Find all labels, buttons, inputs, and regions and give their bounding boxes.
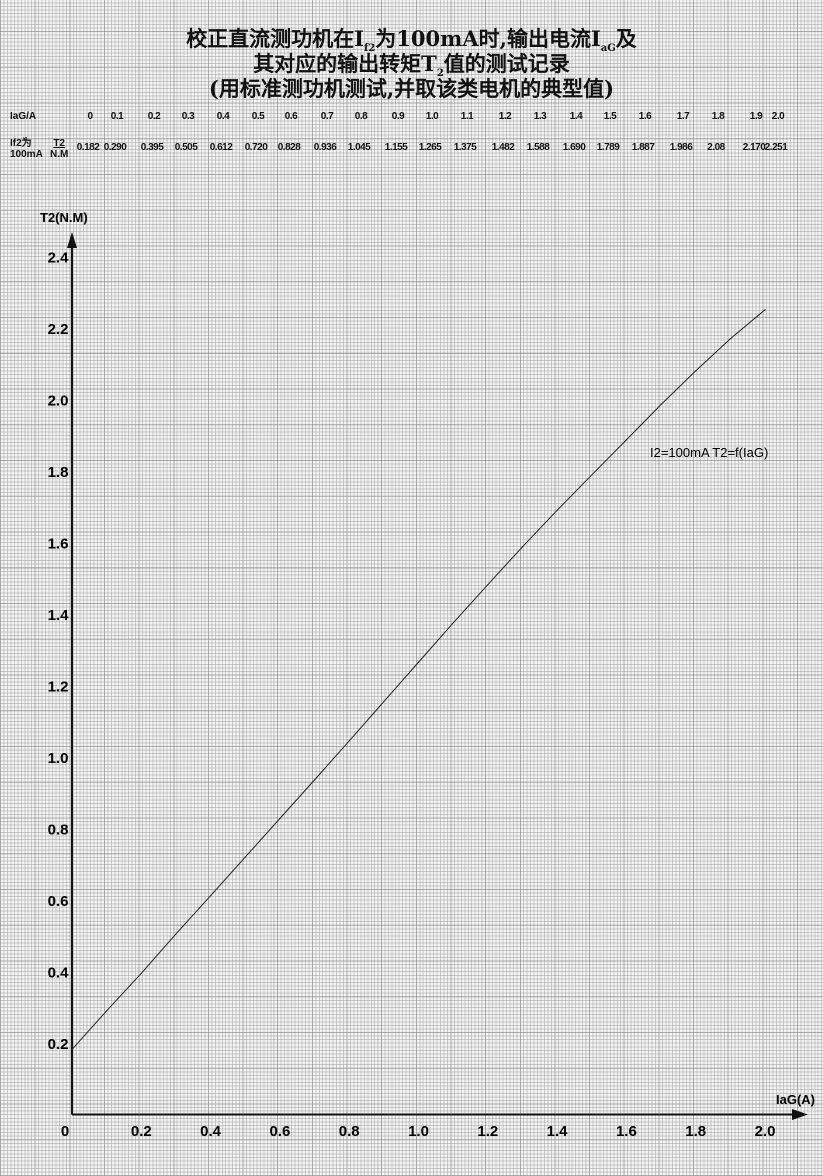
x-tick-label: 0 (61, 1123, 69, 1140)
x-tick-label: 1.0 (408, 1123, 429, 1140)
current-cell: 1.4 (569, 111, 583, 122)
torque-cell: 1.045 (347, 142, 371, 153)
x-tick-label: 1.4 (547, 1123, 569, 1140)
title-line-2: 其对应的输出转矩T2值的测试记录 (253, 51, 570, 80)
series-line (71, 309, 766, 1050)
torque-cell: 1.789 (596, 142, 620, 153)
torque-cell: 0.936 (313, 142, 337, 153)
data-point (348, 740, 350, 742)
torque-cell: 0.612 (209, 142, 233, 153)
data-point (729, 338, 731, 340)
y-axis-arrow (67, 232, 77, 248)
data-point (383, 700, 385, 703)
current-cell: 0 (87, 111, 93, 122)
data-point (695, 370, 697, 372)
current-cell: 1.6 (638, 111, 652, 122)
current-cell: 0.5 (251, 111, 265, 122)
x-tick-label: 0.2 (131, 1123, 152, 1140)
title-line-1: 校正直流测功机在If2为100mA时,输出电流IaG及 (186, 26, 637, 55)
x-tick-label: 2.0 (755, 1123, 776, 1140)
torque-cell: 1.155 (384, 142, 408, 153)
current-row-label: IaG/A (10, 111, 37, 122)
torque-cell: 1.375 (453, 142, 477, 153)
data-point (487, 584, 489, 586)
data-point (591, 474, 593, 476)
x-tick-label: 1.2 (477, 1123, 498, 1140)
torque-cell: 0.720 (244, 142, 268, 153)
current-cell: 0.7 (320, 111, 334, 122)
data-point (660, 403, 662, 406)
current-cell: 0.8 (354, 111, 368, 122)
data-point (764, 309, 766, 311)
data-point (210, 895, 212, 897)
y-tick-label: 1.0 (48, 750, 69, 767)
y-tick-label: 0.2 (48, 1036, 69, 1053)
torque-cell: 1.482 (491, 142, 515, 153)
y-tick-label: 1.4 (48, 607, 70, 624)
current-cell: 1.2 (498, 111, 512, 122)
torque-cell: 2.251 (764, 142, 788, 153)
y-tick-label: 1.2 (48, 679, 69, 696)
torque-cell: 0.395 (140, 142, 164, 153)
y-tick-label: 2.0 (48, 393, 69, 410)
y-tick-label: 0.4 (48, 965, 70, 982)
y-tick-label: 0.8 (48, 822, 69, 839)
torque-cell: 1.887 (631, 142, 655, 153)
y-tick-label: 1.8 (48, 464, 69, 481)
data-point (71, 1048, 73, 1051)
x-axis-arrow (792, 1109, 808, 1120)
current-cell: 1.0 (425, 111, 439, 122)
y-tick-label: 2.4 (48, 250, 70, 267)
curve-annotation: I2=100mA T2=f(IaG) (650, 445, 768, 460)
current-cell: 2.0 (771, 111, 785, 122)
x-tick-label: 1.8 (685, 1123, 706, 1140)
torque-cell: 1.690 (562, 142, 586, 153)
x-tick-label: 0.4 (200, 1123, 222, 1140)
torque-cell: 0.290 (103, 142, 127, 153)
data-point (556, 509, 558, 511)
torque-cell: 2.170 (742, 142, 766, 153)
torque-cell: 2.08 (707, 142, 725, 153)
current-cell: 0.6 (284, 111, 298, 122)
x-tick-label: 0.6 (269, 1123, 290, 1140)
y-axis-label: T2(N.M) (40, 210, 88, 225)
y-tick-label: 1.6 (48, 536, 69, 553)
data-point (452, 622, 454, 624)
torque-cell: 1.265 (418, 142, 442, 153)
data-point (313, 779, 316, 781)
title-line-3: (用标准测功机测试,并取该类电机的典型值) (208, 76, 615, 101)
data-point (521, 546, 524, 548)
x-tick-label: 1.6 (616, 1123, 637, 1140)
torque-row-label: If2为 100mA (10, 138, 43, 160)
current-cell: 0.4 (216, 111, 230, 122)
data-point (244, 856, 246, 858)
data-point (175, 933, 177, 935)
data-point (279, 817, 281, 820)
x-tick-label: 0.8 (339, 1123, 360, 1140)
current-cell: 1.3 (533, 111, 547, 122)
current-cell: 1.8 (711, 111, 725, 122)
y-tick-label: 0.6 (48, 893, 69, 910)
x-axis-label: IaG(A) (776, 1092, 815, 1107)
torque-unit-label: T2 N.M (50, 138, 69, 160)
current-cell: 0.3 (181, 111, 195, 122)
data-point (625, 439, 628, 441)
current-cell: 1.5 (603, 111, 617, 122)
y-tick-label: 2.2 (48, 321, 69, 338)
torque-cell: 0.828 (277, 142, 301, 153)
torque-cell: 1.986 (669, 142, 693, 153)
current-cell: 0.2 (147, 111, 161, 122)
current-cell: 1.9 (749, 111, 763, 122)
current-cell: 0.1 (110, 111, 124, 122)
current-cell: 1.1 (460, 111, 474, 122)
current-cell: 1.7 (676, 111, 690, 122)
data-point (140, 972, 142, 974)
current-cell: 0.9 (391, 111, 405, 122)
data-point (106, 1010, 108, 1012)
torque-cell: 0.505 (174, 142, 198, 153)
torque-cell: 0.182 (76, 142, 100, 153)
data-point (417, 661, 420, 663)
torque-cell: 1.588 (526, 142, 550, 153)
